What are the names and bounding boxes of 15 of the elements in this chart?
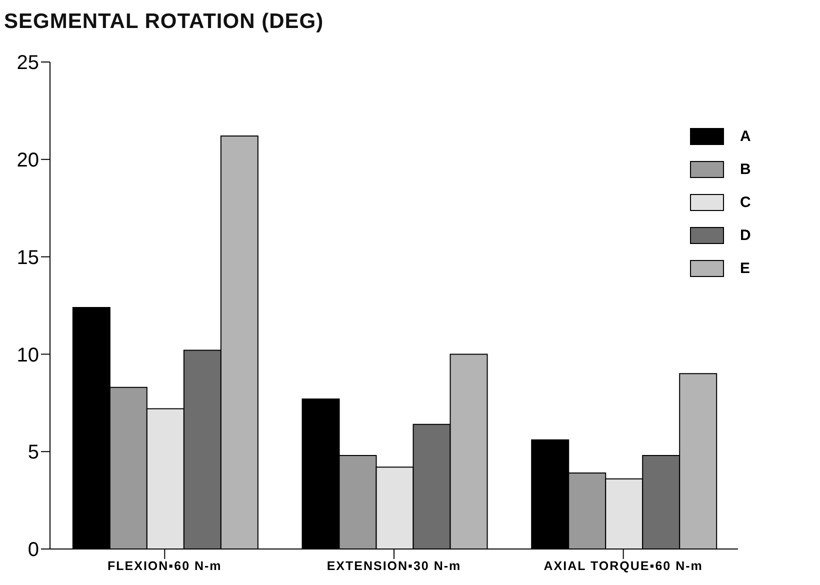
- legend-label: E: [740, 260, 750, 277]
- y-tick-label: 5: [28, 442, 39, 464]
- legend-label: A: [740, 128, 751, 145]
- y-tick-label: 15: [16, 246, 39, 269]
- legend-label: C: [740, 194, 751, 211]
- x-tick-label: FLEXION▪60 N-m: [108, 558, 222, 573]
- y-tick-label: 20: [16, 150, 39, 172]
- chart-title: SEGMENTAL ROTATION (DEG): [4, 10, 324, 34]
- y-tick-label: 0: [28, 539, 39, 562]
- x-tick-label: EXTENSION▪30 N-m: [326, 558, 462, 573]
- x-tick-label: AXIAL TORQUE▪60 N-m: [544, 558, 703, 573]
- y-tick-label: 10: [16, 344, 39, 366]
- y-tick-label: 25: [16, 52, 39, 74]
- legend-label: D: [740, 227, 751, 244]
- legend-label: B: [740, 161, 751, 178]
